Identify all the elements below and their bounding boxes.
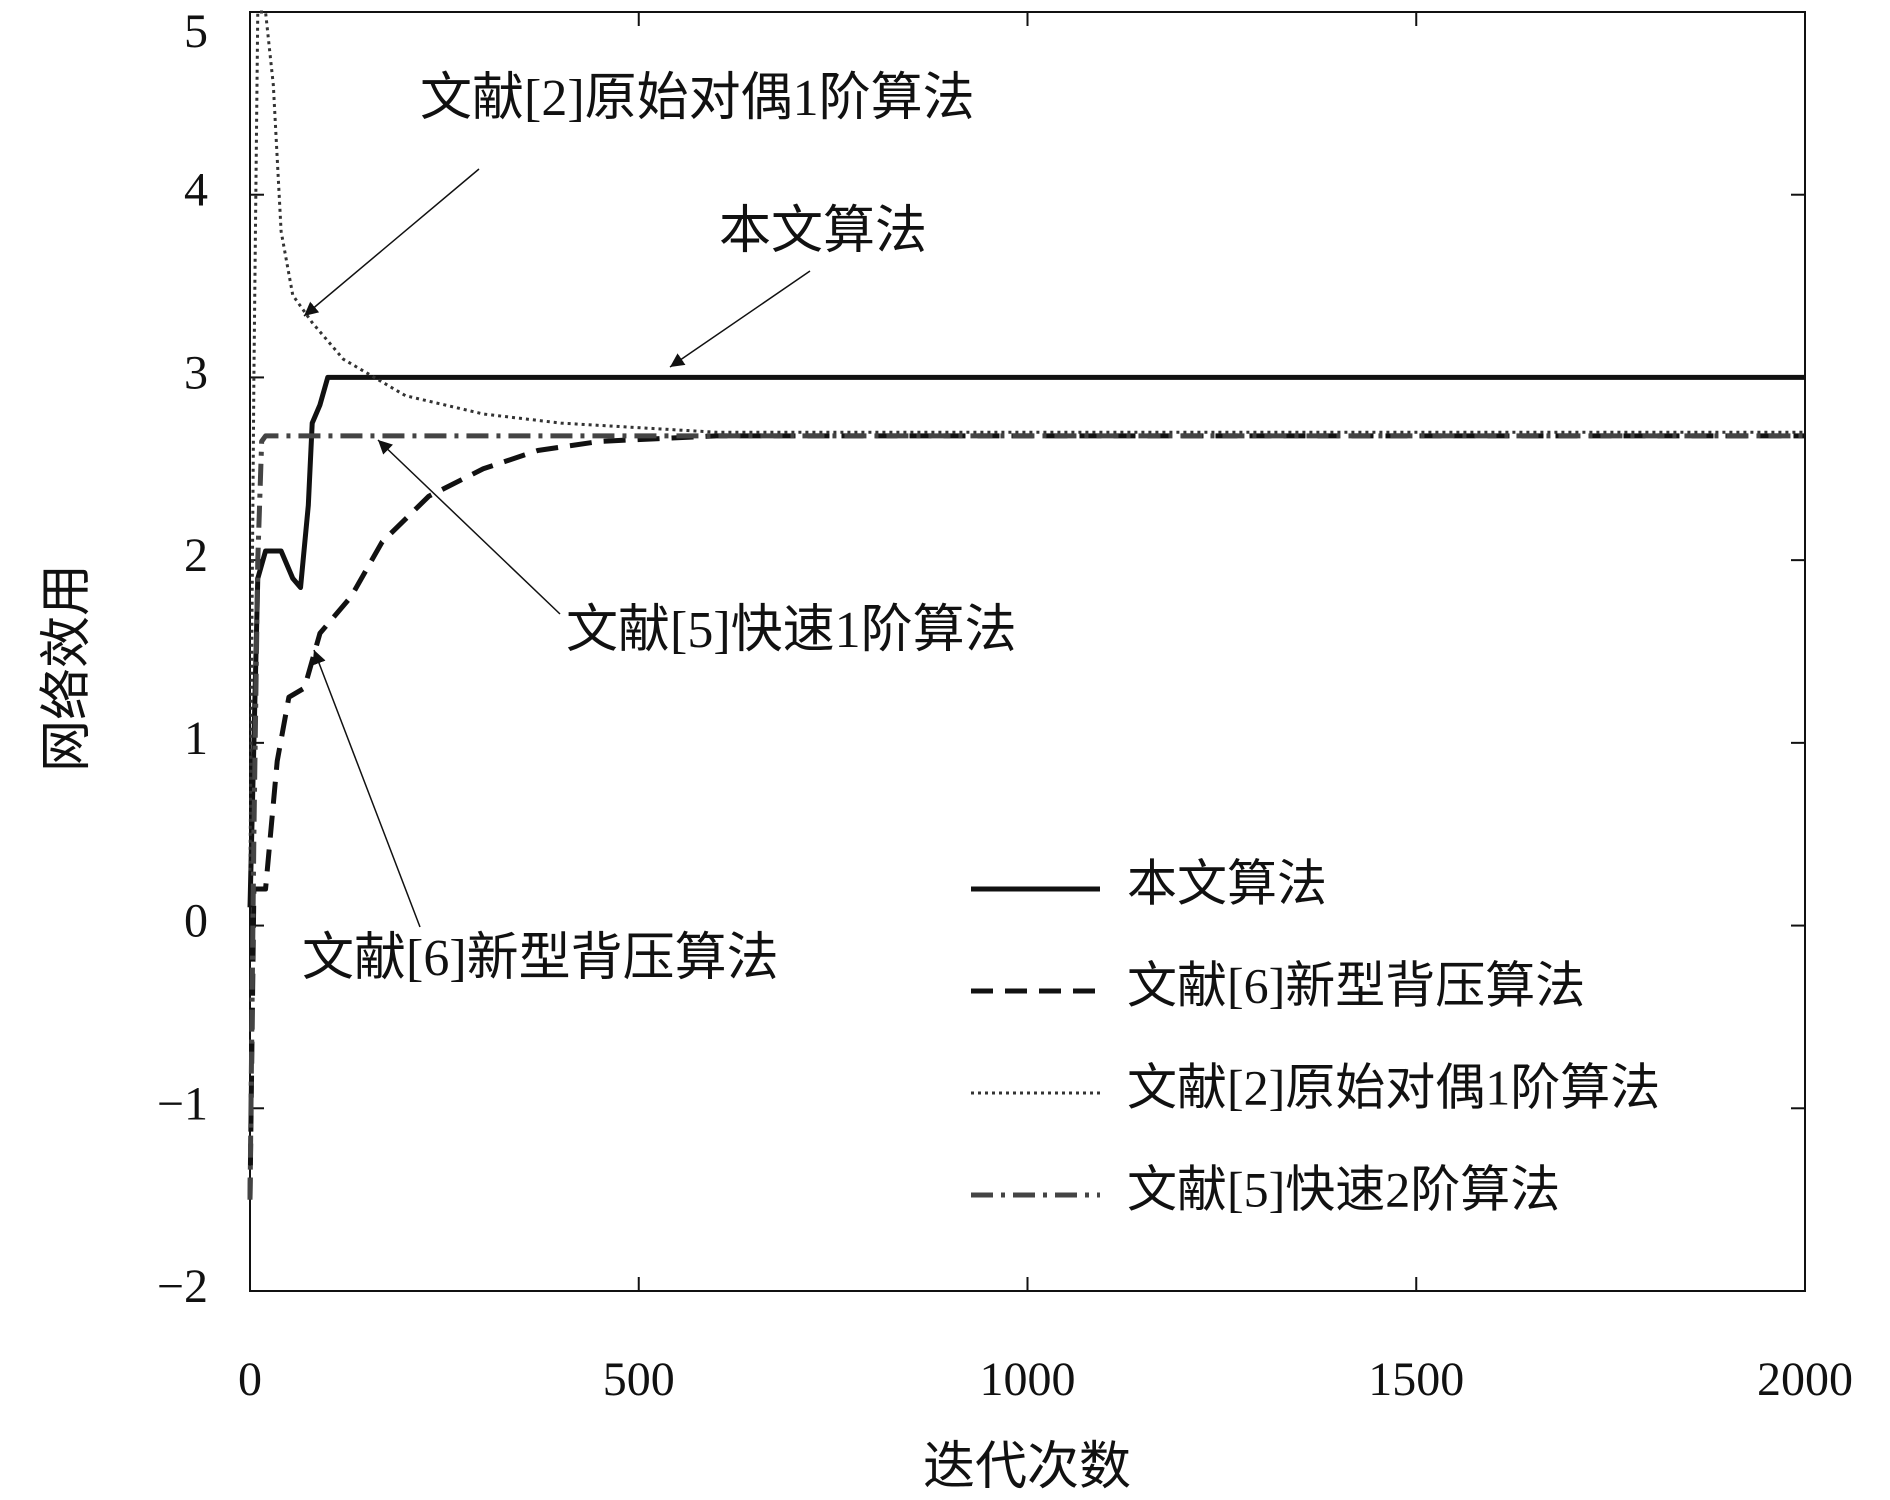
annotation: 文献[5]快速1阶算法 — [566, 602, 1017, 659]
x-tick-label: 1500 — [1368, 1353, 1464, 1406]
x-tick-label: 500 — [603, 1353, 675, 1406]
legend-label: 文献[6]新型背压算法 — [1127, 957, 1585, 1013]
series-line — [247, 433, 1805, 1200]
annotation-arrow — [377, 439, 561, 615]
y-tick-label: −1 — [157, 1077, 208, 1130]
annotation: 本文算法 — [719, 203, 927, 260]
y-tick-label: 1 — [184, 712, 208, 765]
x-axis-label: 迭代次数 — [923, 1439, 1131, 1496]
annotation: 文献[2]原始对偶1阶算法 — [420, 70, 975, 127]
series-line — [247, 374, 1805, 908]
y-axis-label: 网络效用 — [39, 564, 96, 772]
annotation-arrow — [303, 168, 480, 317]
y-tick-label: 5 — [184, 5, 208, 58]
annotation-arrow — [669, 270, 811, 368]
legend-label: 本文算法 — [1127, 855, 1327, 911]
series-line — [248, 10, 1805, 871]
y-tick-label: 0 — [184, 895, 208, 948]
x-tick-label: 1000 — [980, 1353, 1076, 1406]
annotation: 文献[6]新型背压算法 — [302, 930, 779, 987]
y-tick-label: 2 — [184, 529, 208, 582]
x-tick-label: 2000 — [1757, 1353, 1853, 1406]
y-tick-label: 3 — [184, 346, 208, 399]
x-tick-label: 0 — [238, 1353, 262, 1406]
y-tick-label: −2 — [157, 1260, 208, 1313]
legend-label: 文献[5]快速2阶算法 — [1127, 1161, 1560, 1217]
series-line — [247, 433, 1805, 1200]
annotation-arrow — [312, 649, 421, 928]
legend-label: 文献[2]原始对偶1阶算法 — [1127, 1059, 1660, 1115]
y-tick-label: 4 — [184, 164, 208, 217]
